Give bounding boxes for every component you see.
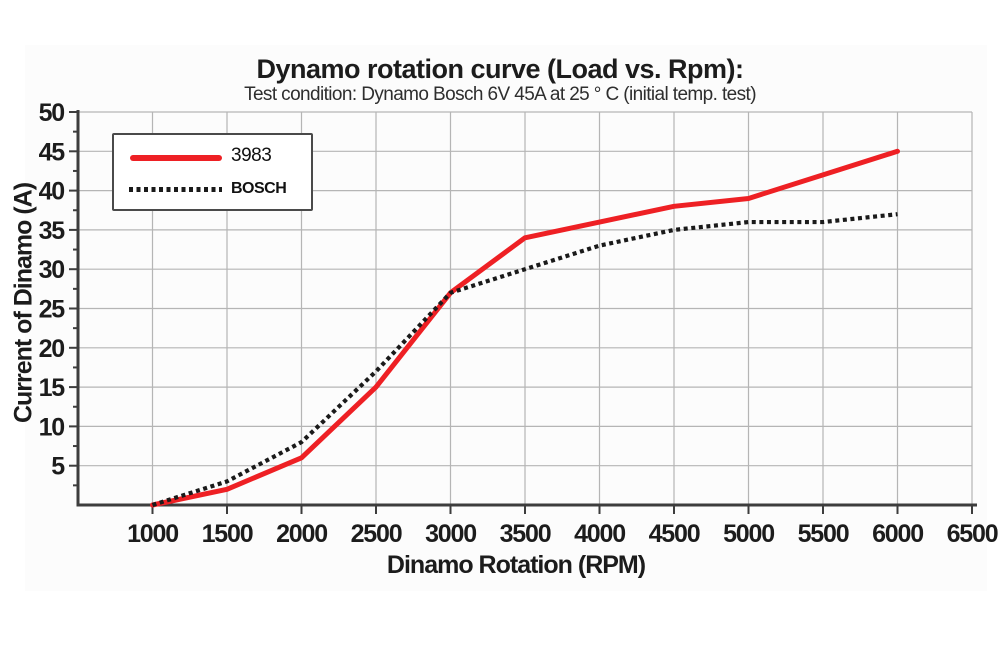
- x-tick-label: 6500: [947, 520, 998, 548]
- x-tick-label: 5000: [723, 520, 774, 548]
- y-tick-label: 45: [39, 138, 66, 166]
- y-tick-label: 30: [39, 256, 65, 284]
- x-tick-label: 2000: [276, 520, 327, 548]
- y-tick-label: 5: [51, 453, 65, 481]
- y-tick-label: 20: [39, 335, 65, 363]
- x-tick-label: 5500: [798, 520, 849, 548]
- chart-subtitle: Test condition: Dynamo Bosch 6V 45A at 2…: [244, 84, 756, 105]
- x-tick-label: 2500: [351, 520, 402, 548]
- x-tick-label: 1000: [127, 520, 178, 548]
- y-tick-label: 10: [39, 413, 65, 441]
- x-tick-label: 4500: [649, 520, 700, 548]
- x-tick-label: 6000: [872, 520, 923, 548]
- x-tick-label: 4000: [574, 520, 625, 548]
- y-axis-title: Current of Dinamo (A): [9, 182, 38, 424]
- y-tick-label: 50: [39, 99, 65, 127]
- x-tick-label: 1500: [202, 520, 253, 548]
- y-tick-label: 40: [39, 178, 65, 206]
- x-tick-label: 3000: [425, 520, 476, 548]
- series-line-3983: [150, 148, 900, 508]
- chart-title: Dynamo rotation curve (Load vs. Rpm):: [256, 54, 744, 84]
- legend-label-3983: 3983: [231, 145, 272, 166]
- legend: 3983 BOSCH: [112, 133, 313, 211]
- legend-label-bosch: BOSCH: [231, 180, 287, 197]
- series-line-bosch: [151, 212, 898, 508]
- x-tick-label: 3500: [500, 520, 551, 548]
- x-axis-title: Dinamo Rotation (RPM): [386, 551, 646, 579]
- legend-line-sample-solid: [130, 155, 222, 161]
- legend-line-sample-dotted: [129, 187, 222, 192]
- y-tick-label: 35: [39, 217, 66, 245]
- y-tick-label: 15: [39, 374, 66, 402]
- y-tick-label: 25: [39, 296, 66, 324]
